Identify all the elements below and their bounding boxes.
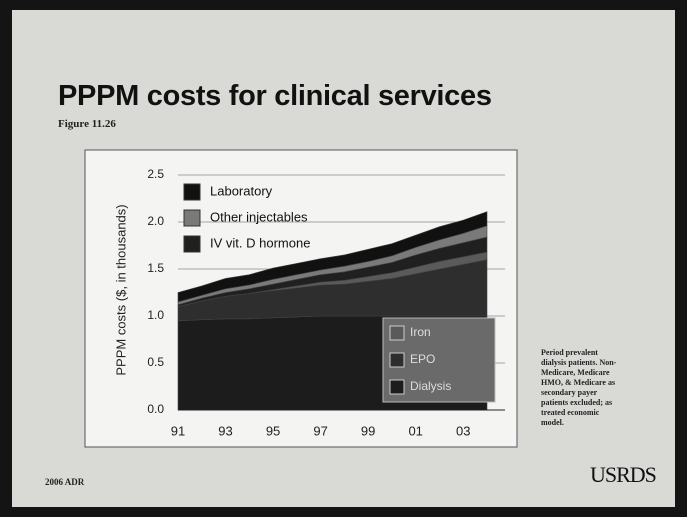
- footer: 2006 ADR: [45, 477, 85, 487]
- y-tick-label: 2.5: [147, 167, 164, 181]
- figure-label: Figure 11.26: [58, 118, 116, 130]
- legend-swatch: [389, 379, 405, 395]
- legend-swatch: [183, 235, 201, 253]
- legend-swatch: [389, 325, 405, 341]
- slide-title: PPPM costs for clinical services: [58, 80, 492, 112]
- side-note: Period prevalent dialysis patients. Non- M…: [541, 348, 616, 428]
- legend-label: Iron: [410, 325, 431, 339]
- legend-swatch: [183, 183, 201, 201]
- legend-label: IV vit. D hormone: [210, 235, 310, 250]
- y-tick-label: 0.5: [147, 355, 164, 369]
- logo: USRDS: [590, 462, 657, 487]
- note-line: HMO, & Medicare as: [541, 378, 616, 387]
- x-tick-label: 91: [171, 423, 185, 438]
- note-line: model.: [541, 418, 564, 427]
- y-tick-label: 1.5: [147, 261, 164, 275]
- legend-label: Laboratory: [210, 183, 273, 198]
- x-tick-label: 03: [456, 423, 470, 438]
- area: [177, 211, 488, 303]
- legend-label: EPO: [410, 352, 435, 366]
- note-line: dialysis patients. Non-: [541, 358, 617, 367]
- note-line: patients excluded; as: [541, 398, 613, 407]
- note-line: secondary payer: [541, 388, 598, 397]
- legend-swatch: [389, 352, 405, 368]
- legend-label: Other injectables: [210, 209, 308, 224]
- legend-swatch: [183, 209, 201, 227]
- x-tick-label: 93: [218, 423, 232, 438]
- x-tick-label: 99: [361, 423, 375, 438]
- note-line: Medicare, Medicare: [541, 368, 610, 377]
- x-tick-label: 01: [408, 423, 422, 438]
- y-axis-label: PPPM costs ($, in thousands): [113, 204, 128, 375]
- x-tick-label: 97: [313, 423, 327, 438]
- note-line: treated economic: [541, 408, 600, 417]
- y-tick-label: 1.0: [147, 308, 164, 322]
- note-line: Period prevalent: [541, 348, 598, 357]
- y-tick-label: 2.0: [147, 214, 164, 228]
- y-tick-label: 0.0: [147, 402, 164, 416]
- x-tick-label: 95: [266, 423, 280, 438]
- legend-label: Dialysis: [410, 379, 451, 393]
